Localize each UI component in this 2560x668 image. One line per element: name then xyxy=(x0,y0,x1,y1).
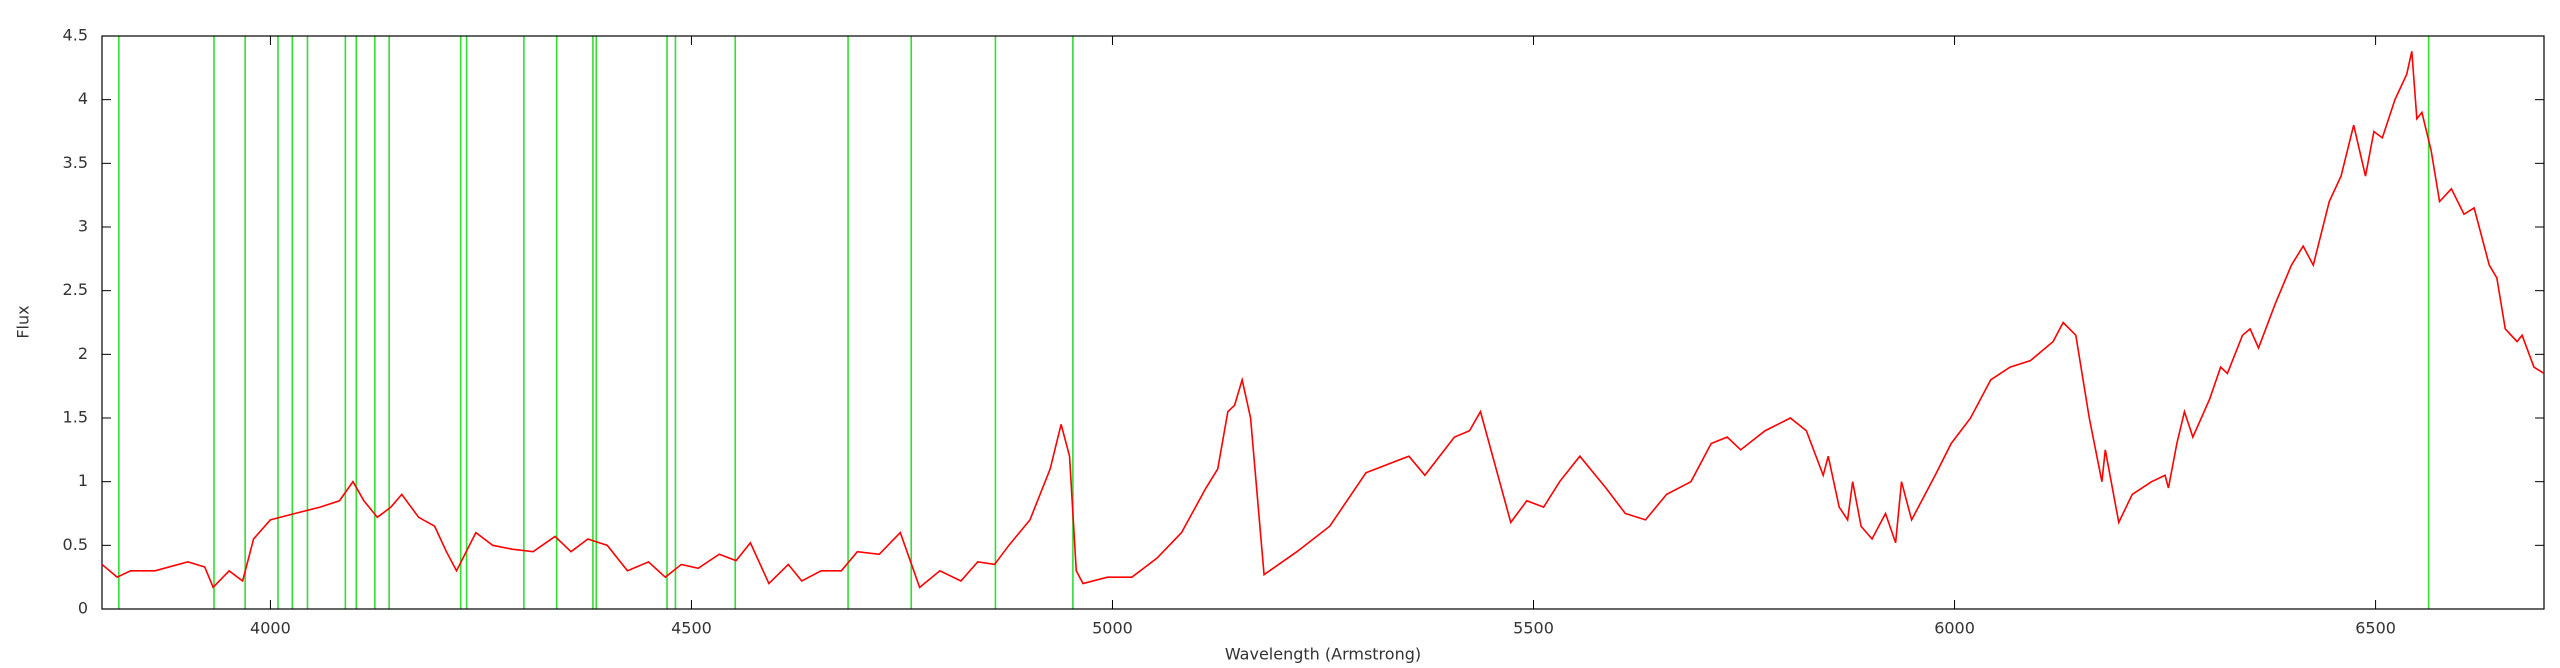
spectrum-line xyxy=(101,51,2545,589)
x-tick-label: 4500 xyxy=(671,619,712,638)
plot-frame xyxy=(101,35,2545,610)
y-tick-label: 3 xyxy=(78,217,88,236)
y-tick-label: 2 xyxy=(78,344,88,363)
y-tick-label: 1.5 xyxy=(63,408,88,427)
y-tick-label: 0.5 xyxy=(63,535,88,554)
x-tick-label: 5000 xyxy=(1092,619,1133,638)
y-tick-label: 2.5 xyxy=(63,280,88,299)
x-tick-label: 5500 xyxy=(1513,619,1554,638)
y-tick-label: 3.5 xyxy=(63,153,88,172)
x-tick-label: 6500 xyxy=(2355,619,2396,638)
y-tick-label: 4.5 xyxy=(63,26,88,45)
y-tick-label: 1 xyxy=(78,471,88,490)
y-axis-label: Flux xyxy=(14,305,33,338)
x-tick-label: 4000 xyxy=(250,619,291,638)
x-tick-label: 6000 xyxy=(1934,619,1975,638)
x-axis-label: Wavelength (Armstrong) xyxy=(1225,645,1421,664)
y-tick-label: 0 xyxy=(78,599,88,618)
y-tick-label: 4 xyxy=(78,89,88,108)
